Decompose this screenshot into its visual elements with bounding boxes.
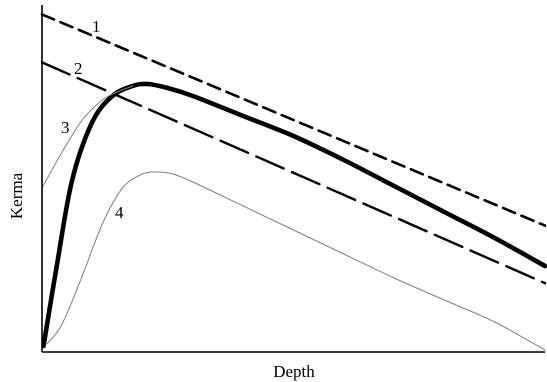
curve-2 (40, 61, 547, 285)
curve-label-1: 1 (92, 17, 101, 36)
curve-3 (41, 81, 547, 349)
curve-label-3: 3 (61, 118, 70, 137)
curve-label-2: 2 (74, 59, 83, 78)
curve-4 (46, 171, 546, 351)
curve-unlabeled-3 (41, 85, 134, 189)
curve-1 (40, 13, 547, 227)
curve-labels: 1 2 3 4 (61, 17, 124, 222)
plot-curves (40, 13, 547, 351)
y-axis-title: Kerma (7, 172, 26, 219)
curve-label-4: 4 (115, 203, 124, 222)
x-axis-title: Depth (273, 362, 315, 381)
